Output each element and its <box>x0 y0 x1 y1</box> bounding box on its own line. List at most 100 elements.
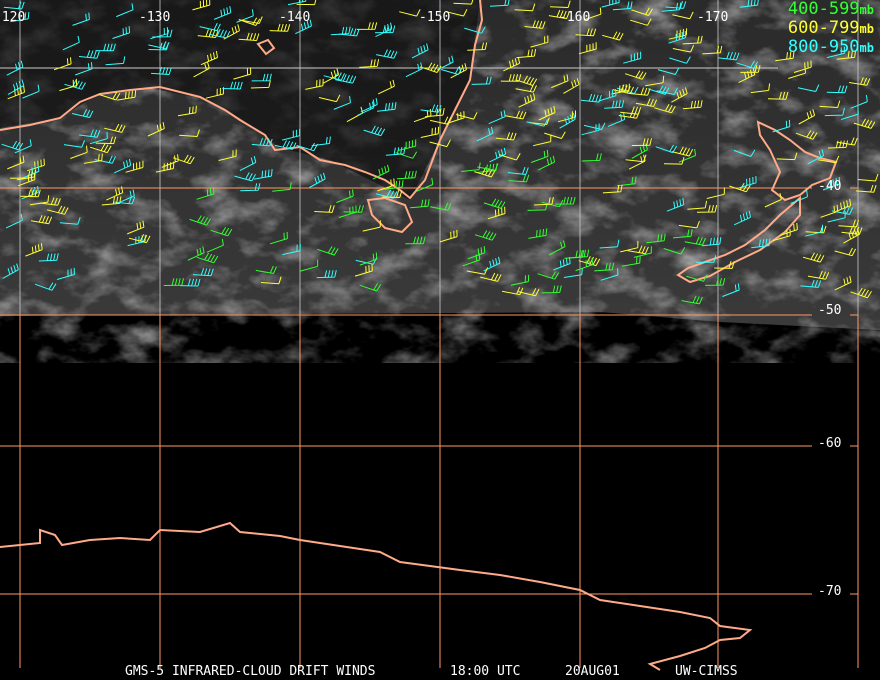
wind-barb <box>722 283 740 297</box>
wind-barb <box>483 256 501 272</box>
wind-barb <box>594 262 615 272</box>
wind-barb <box>627 245 649 255</box>
legend-800-950: 800-950mb <box>787 37 874 57</box>
wind-barb <box>38 253 59 262</box>
wind-barb <box>89 131 108 145</box>
wind-barb <box>807 270 830 280</box>
wind-barb <box>147 122 165 137</box>
wind-barbs <box>1 0 879 305</box>
wind-barb <box>532 134 552 147</box>
wind-barb <box>22 164 40 179</box>
wind-barb <box>477 163 499 171</box>
wind-barb <box>20 189 41 198</box>
wind-barb <box>645 75 665 87</box>
wind-barb <box>739 0 759 8</box>
wind-barb <box>30 195 50 206</box>
wind-barb <box>30 215 53 225</box>
wind-barb <box>666 198 685 212</box>
wind-barb <box>236 9 254 23</box>
wind-barb <box>269 231 288 245</box>
wind-barb <box>300 259 319 272</box>
wind-barb <box>439 229 458 243</box>
wind-barb <box>395 151 418 159</box>
wind-barb <box>583 7 602 21</box>
wind-barb <box>602 184 623 194</box>
wind-barb <box>701 237 722 247</box>
wind-barb <box>682 35 703 45</box>
wind-barb <box>7 85 25 100</box>
wind-barb <box>516 49 537 59</box>
wind-barb <box>318 94 341 103</box>
wind-barb <box>624 70 647 80</box>
wind-barb <box>678 220 700 229</box>
wind-barb <box>223 24 240 40</box>
wind-barb <box>682 100 703 110</box>
wind-barb <box>831 205 854 215</box>
lon-label: -120 <box>0 10 26 25</box>
wind-barb <box>836 50 857 60</box>
wind-barb <box>241 16 263 24</box>
wind-barb <box>56 267 75 280</box>
new-zealand-south-coastline <box>676 195 801 284</box>
caption-source: UW-CIMSS <box>675 664 738 679</box>
wind-barb <box>515 84 537 93</box>
wind-barb <box>416 177 434 192</box>
wind-barb <box>599 239 620 249</box>
caption-date: 20AUG01 <box>565 664 620 679</box>
wind-barb <box>672 11 694 20</box>
wind-barb <box>177 105 197 117</box>
wind-barb <box>838 219 860 228</box>
wind-barb <box>39 197 61 206</box>
wind-barb <box>6 60 24 76</box>
wind-barb <box>187 246 205 261</box>
wind-barb <box>849 77 871 86</box>
wind-barb <box>669 56 691 64</box>
wind-barb <box>853 118 876 129</box>
wind-barb <box>197 29 219 38</box>
caption-bar: GMS-5 INFRARED-CLOUD DRIFT WINDS 18:00 U… <box>0 664 880 680</box>
wind-barb <box>780 222 798 236</box>
wind-barb <box>233 67 252 80</box>
wind-barb <box>127 220 145 235</box>
wind-barb <box>22 84 40 99</box>
wind-barb <box>524 20 546 29</box>
wind-barb <box>559 112 576 129</box>
lat-label: -70 <box>818 584 842 599</box>
wind-barb <box>499 153 521 161</box>
wind-barb <box>399 9 421 17</box>
wind-barb <box>116 3 134 18</box>
wind-barb <box>578 42 597 55</box>
wind-barb <box>173 154 195 165</box>
island-coastline <box>256 38 276 56</box>
wind-barb <box>196 252 219 264</box>
wind-barb <box>618 110 640 119</box>
wind-barb <box>179 129 200 137</box>
wind-barb <box>27 158 45 172</box>
wind-barb <box>75 62 93 76</box>
wind-barb <box>751 238 771 249</box>
wind-barb <box>295 19 312 35</box>
legend-600-799: 600-799mb <box>787 18 874 38</box>
wind-barb <box>250 80 271 89</box>
wind-barb <box>678 148 697 163</box>
wind-barb <box>600 268 619 281</box>
wind-barb <box>564 250 585 259</box>
wind-barb <box>272 182 292 192</box>
wind-barb <box>503 56 521 72</box>
wind-barb <box>617 176 637 187</box>
wind-barb <box>467 42 488 51</box>
wind-barb <box>548 240 566 256</box>
wind-barb <box>150 27 169 40</box>
wind-barb <box>5 213 23 229</box>
wind-barb <box>333 96 351 110</box>
wind-barb <box>53 57 72 71</box>
wind-barb <box>548 9 570 20</box>
wind-barb <box>385 146 406 156</box>
wind-barb <box>148 41 170 50</box>
wind-barb <box>377 79 395 95</box>
australia-landmass <box>0 0 480 200</box>
wind-barb <box>128 234 151 244</box>
wind-barb <box>419 62 442 73</box>
wind-barb <box>317 246 339 256</box>
wind-barb <box>671 146 694 157</box>
